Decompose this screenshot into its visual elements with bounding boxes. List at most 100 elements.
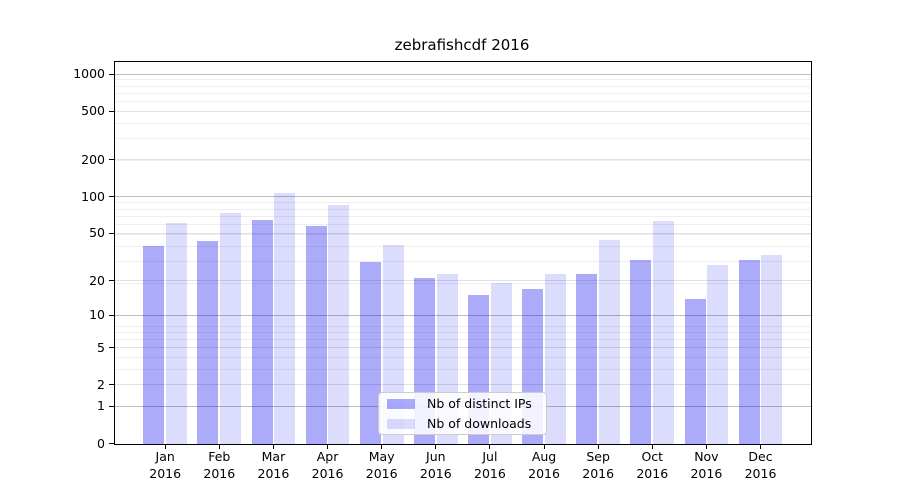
legend-swatch-distinct-ips (387, 398, 415, 409)
x-tick-year: 2016 (311, 465, 344, 481)
x-tick-year: 2016 (419, 465, 452, 481)
y-tick (108, 314, 114, 316)
x-tick-year: 2016 (528, 465, 560, 481)
bar (653, 221, 675, 444)
x-tick (705, 444, 707, 449)
gridline (114, 159, 811, 161)
chart-title: zebrafishcdf 2016 (394, 36, 530, 54)
gridline (114, 232, 811, 234)
legend-label-distinct-ips: Nb of distinct IPs (427, 396, 532, 411)
gridline-minor (114, 122, 811, 124)
x-tick-label: Jan 2016 (137, 449, 193, 482)
y-tick-label: 20 (89, 272, 105, 288)
x-tick-label: Jun 2016 (408, 449, 464, 482)
x-tick (164, 444, 166, 449)
y-tick (108, 443, 114, 444)
gridline-minor (114, 331, 811, 333)
x-tick-year: 2016 (257, 465, 290, 481)
bar (359, 261, 381, 444)
gridline-minor (114, 215, 811, 217)
x-tick-year: 2016 (582, 465, 615, 481)
y-tick (108, 232, 114, 234)
gridline-minor (114, 92, 811, 94)
x-tick-month: Jan (155, 449, 175, 464)
x-tick-label: Feb 2016 (191, 449, 247, 482)
x-tick-year: 2016 (149, 465, 182, 481)
legend: Nb of distinct IPs Nb of downloads (378, 392, 547, 435)
x-tick (489, 444, 491, 449)
gridline-minor (114, 101, 811, 102)
bar (251, 219, 273, 444)
y-tick-label: 1000 (73, 66, 105, 82)
gridline-minor (114, 282, 811, 284)
gridline-minor (114, 208, 811, 210)
x-tick-month: Jul (482, 449, 498, 464)
gridline-minor (114, 338, 811, 340)
bar (328, 205, 350, 444)
gridline-major (114, 73, 811, 75)
x-tick-month: Oct (641, 449, 664, 464)
gridline-minor (114, 202, 811, 204)
x-tick-label: Nov 2016 (678, 449, 734, 482)
x-tick-month: Mar (261, 449, 286, 464)
x-tick (272, 444, 274, 449)
x-tick-year: 2016 (203, 465, 236, 481)
gridline-minor (114, 245, 811, 247)
y-tick-label: 10 (89, 307, 105, 323)
x-tick-year: 2016 (365, 465, 398, 481)
y-tick (108, 73, 114, 75)
gridline (114, 384, 811, 386)
x-tick-label: Apr 2016 (300, 449, 356, 482)
gridline-minor (114, 79, 811, 81)
gridline-minor (114, 325, 811, 327)
bar (197, 241, 219, 444)
y-tick (108, 280, 114, 282)
gridline-minor (114, 138, 811, 140)
bar (220, 212, 242, 444)
y-tick (108, 405, 114, 407)
bar (761, 254, 783, 444)
x-tick (218, 444, 220, 449)
x-tick-month: Nov (694, 449, 719, 464)
y-tick (108, 159, 114, 161)
gridline-minor (114, 224, 811, 226)
legend-row: Nb of downloads (387, 415, 538, 432)
y-tick-label: 500 (81, 103, 105, 119)
bar (305, 225, 327, 444)
x-tick (327, 444, 329, 449)
bar (143, 246, 165, 444)
bar (544, 273, 566, 444)
y-tick-label: 2 (97, 376, 105, 392)
x-tick-month: Sep (586, 449, 610, 464)
gridline-major (114, 196, 811, 198)
gridline-minor (114, 233, 811, 235)
x-tick (435, 444, 437, 449)
x-tick-label: Dec 2016 (733, 449, 789, 482)
y-tick (108, 384, 114, 386)
y-tick-label: 100 (81, 188, 105, 204)
gridline (114, 280, 811, 282)
x-tick (651, 444, 653, 449)
bar (599, 239, 621, 444)
y-tick-label: 50 (89, 225, 105, 241)
bar (684, 298, 706, 444)
y-tick-label: 200 (81, 151, 105, 167)
bar (738, 259, 760, 444)
x-tick-year: 2016 (636, 465, 669, 481)
x-tick (381, 444, 383, 449)
x-tick-month: May (368, 449, 395, 464)
gridline-minor (114, 261, 811, 263)
bar (166, 222, 188, 444)
gridline-minor (114, 85, 811, 87)
x-tick-year: 2016 (744, 465, 777, 481)
x-tick (543, 444, 545, 449)
bar (707, 265, 729, 444)
legend-row: Nb of distinct IPs (387, 395, 538, 412)
x-tick-month: Feb (208, 449, 231, 464)
x-tick-month: Aug (531, 449, 557, 464)
x-tick-year: 2016 (474, 465, 506, 481)
x-tick-month: Dec (748, 449, 773, 464)
y-tick (108, 110, 114, 112)
x-tick-year: 2016 (690, 465, 723, 481)
gridline (114, 110, 811, 112)
